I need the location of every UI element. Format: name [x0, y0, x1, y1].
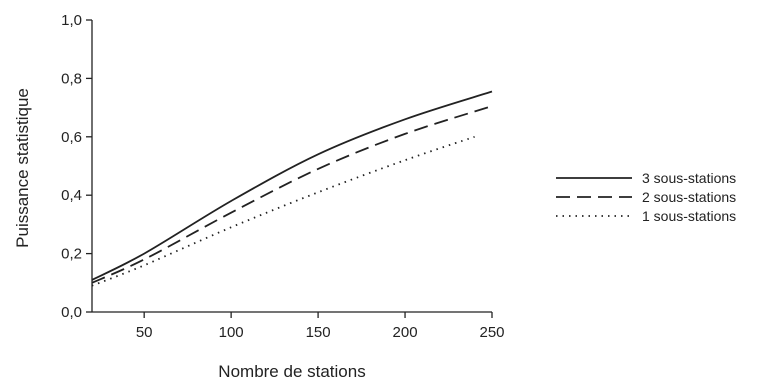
- legend-label-2: 2 sous-stations: [642, 189, 736, 205]
- x-tick-label: 100: [219, 324, 244, 341]
- series-line-2: [91, 105, 493, 284]
- y-tick-label: 0,2: [61, 246, 82, 263]
- y-tick-label: 0,8: [61, 70, 82, 87]
- series-line-1: [91, 90, 493, 281]
- legend-label-1: 3 sous-stations: [642, 170, 736, 186]
- y-axis-ticks: 0,0 0,2 0,4 0,6 0,8 1,0: [61, 12, 92, 321]
- y-tick-label: 1,0: [61, 12, 82, 29]
- series-lines: [91, 90, 493, 287]
- x-axis-ticks: 50 100 150 200 250: [136, 312, 505, 341]
- y-axis-label: Puissance statistique: [13, 88, 32, 248]
- x-tick-label: 200: [393, 324, 418, 341]
- legend-label-3: 1 sous-stations: [642, 208, 736, 224]
- x-axis-label: Nombre de stations: [218, 362, 365, 381]
- y-tick-label: 0,6: [61, 129, 82, 146]
- x-tick-label: 50: [136, 324, 153, 341]
- legend: 3 sous-stations 2 sous-stations 1 sous-sta…: [556, 170, 736, 224]
- y-tick-label: 0,0: [61, 304, 82, 321]
- chart-axes: [91, 20, 492, 313]
- series-line-3: [91, 135, 475, 287]
- x-tick-label: 150: [306, 324, 331, 341]
- x-tick-label: 250: [479, 324, 504, 341]
- y-tick-label: 0,4: [61, 187, 82, 204]
